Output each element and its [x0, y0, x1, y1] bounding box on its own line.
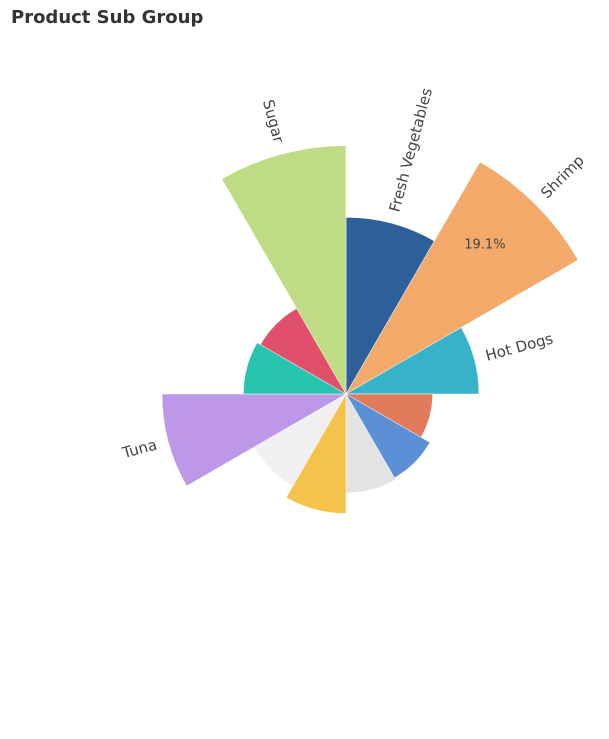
slice-label-fresh-vegetables: Fresh Vegetables — [386, 86, 436, 214]
percent-label-shrimp: 19.1% — [464, 238, 505, 253]
slice-label-tuna: Tuna — [119, 436, 159, 463]
slice-10[interactable] — [243, 342, 347, 395]
slice-7[interactable] — [285, 393, 347, 514]
slice-label-hot-dogs: Hot Dogs — [484, 329, 556, 364]
slice-tuna[interactable] — [161, 393, 347, 487]
slices-group — [161, 145, 579, 514]
chart-title: Product Sub Group — [11, 7, 204, 28]
slice-label-shrimp: Shrimp — [537, 151, 588, 202]
slice-fresh-vegetables[interactable] — [345, 217, 435, 395]
slice-label-sugar: Sugar — [259, 98, 288, 146]
slice-sugar[interactable] — [221, 145, 347, 395]
slice-shrimp[interactable] — [345, 161, 579, 395]
slice-hot-dogs[interactable] — [345, 327, 480, 395]
